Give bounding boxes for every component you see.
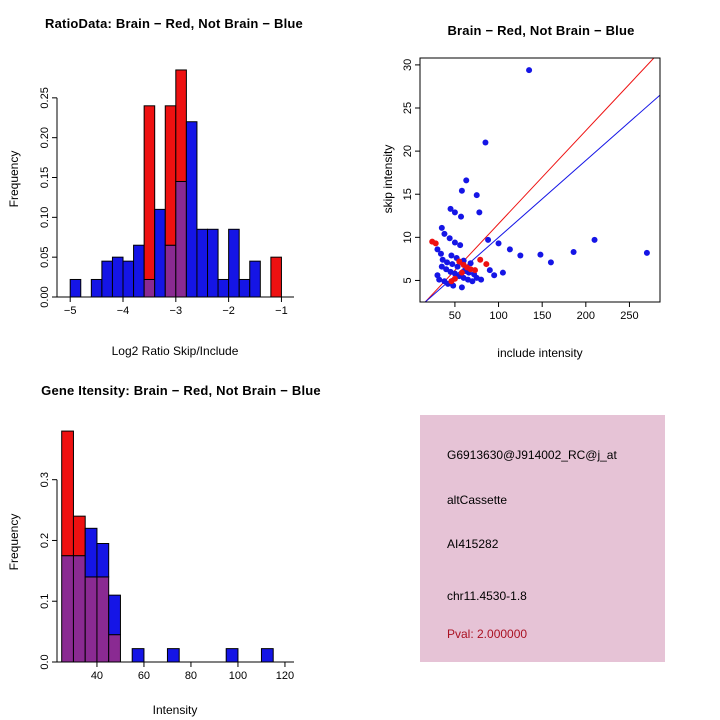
svg-text:60: 60 <box>138 670 150 682</box>
scatter-ylabel: skip intensity <box>381 144 395 214</box>
svg-text:0.10: 0.10 <box>39 207 51 228</box>
gene-intensity-ylabel: Frequency <box>7 513 21 571</box>
svg-text:25: 25 <box>402 102 414 114</box>
chart-1-content <box>419 57 661 303</box>
svg-text:15: 15 <box>402 188 414 200</box>
chart-2-content <box>61 430 274 663</box>
ratio-histogram-ylabel: Frequency <box>7 150 21 208</box>
gene-intensity-xlabel: Intensity <box>152 703 198 717</box>
svg-text:−3: −3 <box>170 305 183 317</box>
accession-id: AI415282 <box>447 537 499 551</box>
svg-text:150: 150 <box>533 310 551 322</box>
chart-2-axes: 40 60 80 100 120 0.0 0.1 0.2 0.3 <box>39 472 294 682</box>
svg-text:0.3: 0.3 <box>39 472 51 487</box>
chromosome-location: chr11.4530-1.8 <box>447 589 527 603</box>
svg-text:−4: −4 <box>117 305 130 317</box>
pval-text: Pval: 2.000000 <box>447 627 528 641</box>
scatter-title: Brain − Red, Not Brain − Blue <box>447 23 635 38</box>
svg-text:0.20: 0.20 <box>39 127 51 148</box>
svg-text:−1: −1 <box>275 305 288 317</box>
svg-text:−5: −5 <box>64 305 77 317</box>
svg-text:0.25: 0.25 <box>39 87 51 108</box>
svg-text:5: 5 <box>402 277 414 283</box>
svg-text:0.1: 0.1 <box>39 594 51 609</box>
svg-text:−2: −2 <box>222 305 235 317</box>
svg-text:20: 20 <box>402 145 414 157</box>
ratio-histogram-xlabel: Log2 Ratio Skip/Include <box>111 344 239 358</box>
svg-text:0.15: 0.15 <box>39 167 51 188</box>
svg-text:120: 120 <box>276 670 294 682</box>
chart-0-axes: −5 −4 −3 −2 −1 0.00 0.05 0.10 0.15 0.20 0.25 <box>39 87 294 317</box>
svg-text:0.2: 0.2 <box>39 533 51 548</box>
chart-1-axes: 50 100 150 200 250 5 10 15 20 25 30 <box>402 59 639 322</box>
gene-intensity-histogram-title: Gene Itensity: Brain − Red, Not Brain − … <box>41 383 321 398</box>
svg-text:0.0: 0.0 <box>39 654 51 669</box>
svg-text:50: 50 <box>449 310 461 322</box>
svg-text:40: 40 <box>91 670 103 682</box>
svg-text:30: 30 <box>402 59 414 71</box>
svg-text:0.05: 0.05 <box>39 246 51 267</box>
svg-text:200: 200 <box>577 310 595 322</box>
splice-event-type: altCassette <box>447 493 508 507</box>
chart-0-content <box>69 69 282 298</box>
svg-text:0.00: 0.00 <box>39 286 51 307</box>
svg-text:100: 100 <box>229 670 247 682</box>
svg-text:10: 10 <box>402 231 414 243</box>
gene-info-panel: G6913630@J914002_RC@j_at altCassette AI4… <box>420 415 665 662</box>
ratio-histogram-title: RatioData: Brain − Red, Not Brain − Blue <box>45 16 303 31</box>
svg-text:250: 250 <box>620 310 638 322</box>
svg-text:100: 100 <box>489 310 507 322</box>
probe-id: G6913630@J914002_RC@j_at <box>447 448 617 462</box>
svg-text:80: 80 <box>185 670 197 682</box>
scatter-xlabel: include intensity <box>497 346 583 360</box>
